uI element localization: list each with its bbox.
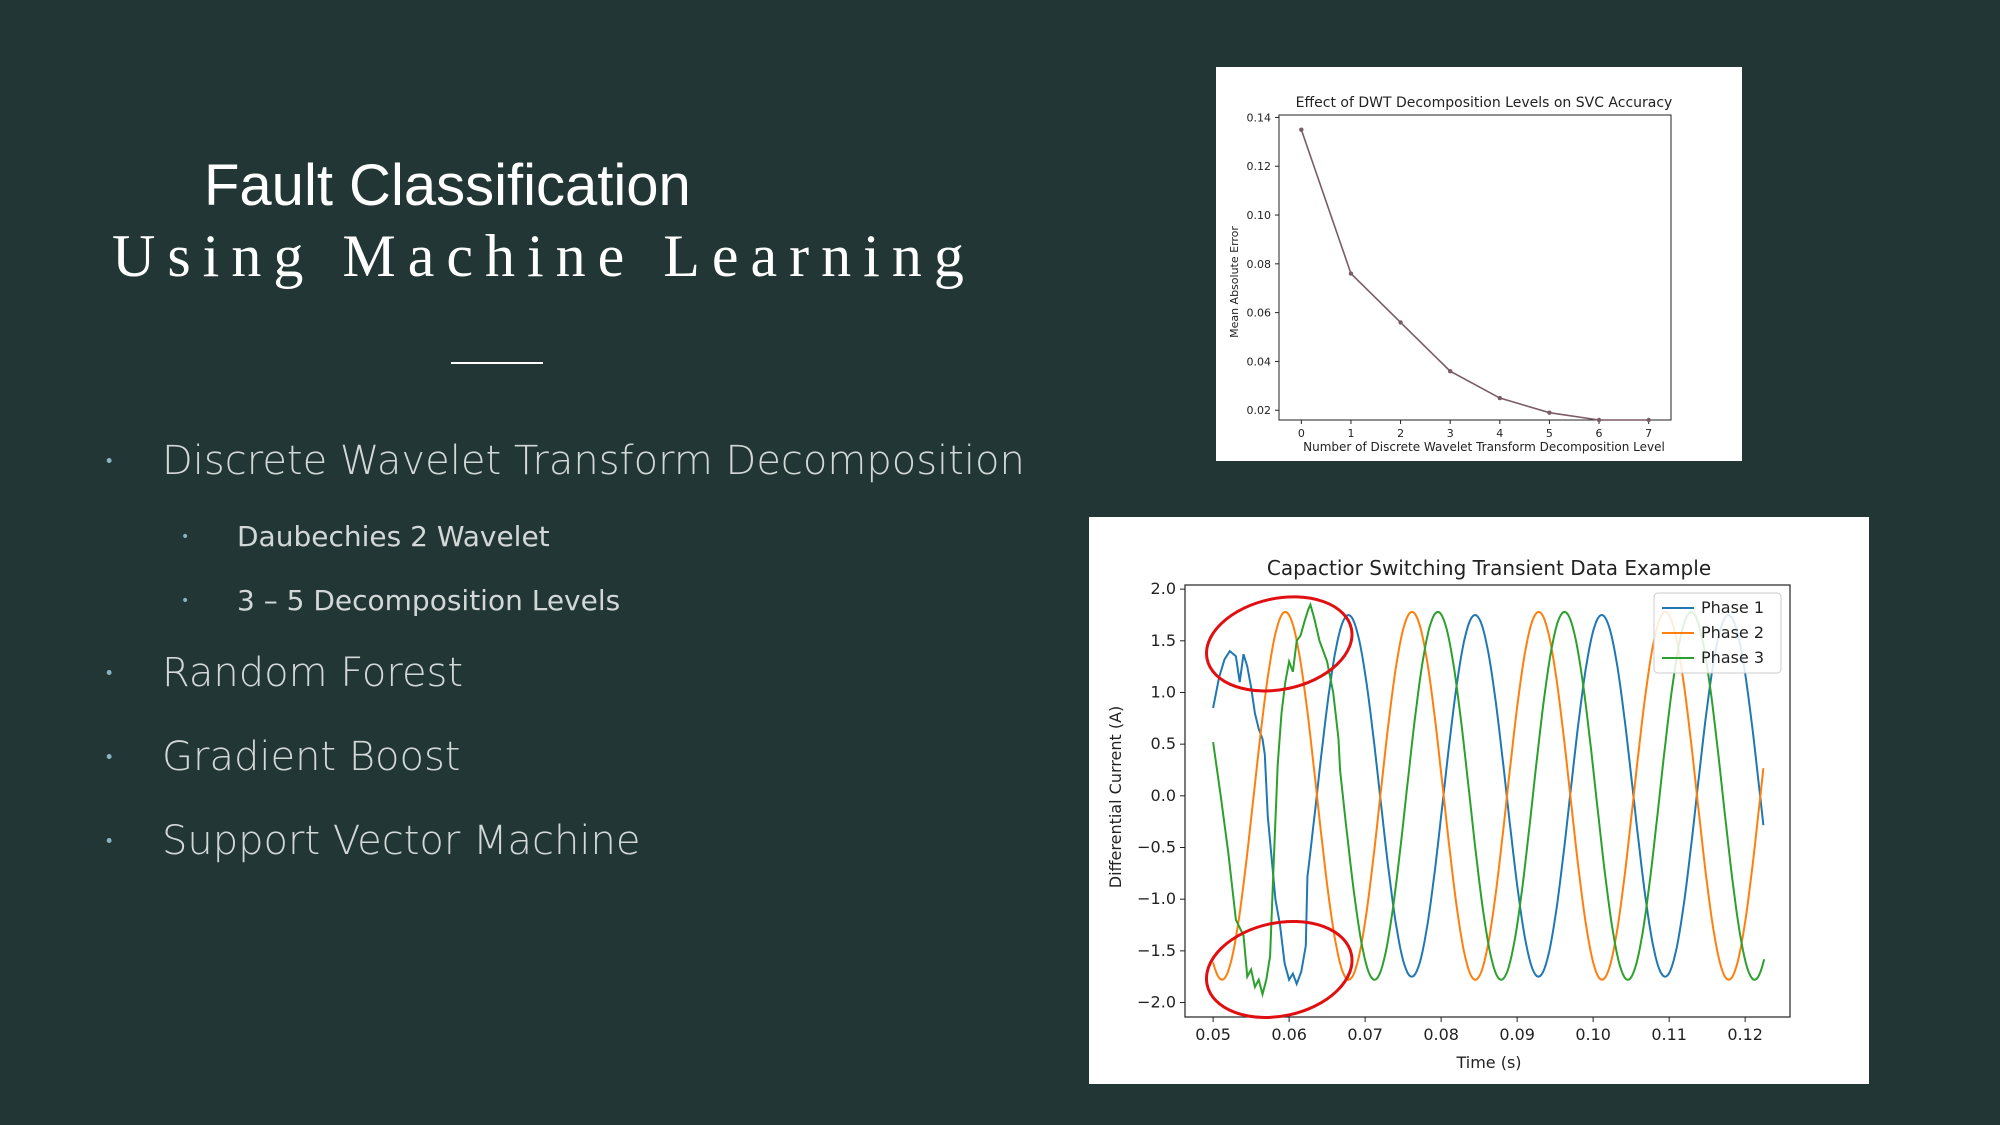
x-tick-label: 0.10: [1575, 1025, 1611, 1044]
mae-data-point: [1497, 395, 1503, 401]
x-tick-label: 0.06: [1271, 1025, 1307, 1044]
mae-data-point: [1596, 417, 1602, 423]
highlight-ellipse: [1204, 919, 1354, 1019]
bullet-dot-icon: •: [106, 450, 113, 472]
slide-subtitle: Using Machine Learning: [112, 223, 976, 289]
chart-title: Effect of DWT Decomposition Levels on SV…: [1296, 95, 1673, 111]
bullet-item: • Support Vector Machine: [106, 818, 641, 864]
y-axis-label: Differential Current (A): [1106, 706, 1125, 889]
y-tick-label: 1.5: [1151, 631, 1176, 650]
mae-data-point: [1646, 417, 1651, 423]
x-axis-label: Time (s): [1455, 1053, 1521, 1072]
mae-line-chart: Effect of DWT Decomposition Levels on SV…: [1228, 95, 1673, 454]
y-tick-label: −0.5: [1137, 838, 1176, 857]
mae-data-point: [1547, 410, 1552, 415]
highlight-ellipse: [1205, 595, 1354, 693]
x-tick-label: 0.08: [1423, 1025, 1459, 1044]
legend: Phase 1 Phase 2 Phase 3: [1653, 592, 1782, 674]
y-tick-label: 0.08: [1247, 258, 1272, 271]
y-tick-label: 0.0: [1151, 786, 1176, 805]
bullet-dot-icon: •: [181, 592, 190, 609]
mae-data-point: [1348, 271, 1354, 276]
series-line-phase-1: [1212, 613, 1765, 987]
bullet-dot-icon: •: [106, 662, 113, 684]
y-tick-label: 0.10: [1247, 209, 1272, 222]
x-tick-label: 0.05: [1195, 1025, 1231, 1044]
bullet-dot-icon: •: [106, 830, 113, 852]
bullet-text: Gradient Boost: [162, 734, 461, 780]
legend-label-phase-3: Phase 3: [1701, 648, 1764, 667]
x-tick-label: 0: [1298, 427, 1305, 440]
bullet-dot-icon: •: [181, 528, 190, 545]
bullet-dot-icon: •: [106, 746, 113, 768]
bullet-text: Random Forest: [162, 650, 464, 696]
y-tick-label: −1.5: [1137, 941, 1176, 960]
bullet-item: • Gradient Boost: [106, 734, 461, 780]
y-tick-label: −2.0: [1137, 993, 1176, 1012]
x-tick-label: 3: [1447, 427, 1454, 440]
y-tick-label: 0.14: [1247, 111, 1272, 124]
bullet-text: 3 – 5 Decomposition Levels: [237, 584, 621, 617]
plot-frame: [1278, 114, 1672, 421]
x-tick-label: 0.12: [1727, 1025, 1763, 1044]
x-tick-label: 0.07: [1347, 1025, 1383, 1044]
x-tick-label: 2: [1397, 427, 1404, 440]
transient-line-chart: Capactior Switching Transient Data Examp…: [1106, 556, 1791, 1072]
bullet-text: Support Vector Machine: [162, 818, 641, 864]
y-tick-label: 1.0: [1151, 682, 1176, 701]
mae-data-point: [1299, 127, 1304, 132]
y-tick-label: 2.0: [1151, 579, 1176, 598]
y-tick-label: −1.0: [1137, 889, 1176, 908]
chart-title: Capactior Switching Transient Data Examp…: [1267, 556, 1711, 580]
y-tick-label: 0.5: [1151, 734, 1176, 753]
mae-data-point: [1398, 320, 1403, 325]
y-axis-label: Mean Absolute Error: [1228, 226, 1241, 338]
x-tick-label: 6: [1596, 427, 1603, 440]
legend-label-phase-1: Phase 1: [1701, 598, 1764, 617]
x-tick-label: 5: [1546, 427, 1553, 440]
slide-title: Fault Classification: [204, 153, 691, 218]
legend-box: [1653, 592, 1782, 674]
transient-chart-panel: Capactior Switching Transient Data Examp…: [1089, 517, 1869, 1084]
plot-frame: [1184, 584, 1791, 1018]
x-tick-label: 4: [1496, 427, 1503, 440]
bullet-text: Discrete Wavelet Transform Decomposition: [162, 438, 1025, 484]
sub-bullet-item: • Daubechies 2 Wavelet: [181, 520, 550, 553]
mae-chart-panel: Effect of DWT Decomposition Levels on SV…: [1216, 67, 1742, 461]
x-tick-label: 0.11: [1651, 1025, 1687, 1044]
mae-data-point: [1447, 369, 1453, 374]
bullet-item: • Discrete Wavelet Transform Decompositi…: [106, 438, 1025, 484]
y-tick-label: 0.12: [1247, 160, 1272, 173]
x-tick-label: 1: [1347, 427, 1354, 440]
bullet-item: • Random Forest: [106, 650, 464, 696]
mae-series-line: [1300, 129, 1649, 421]
legend-label-phase-2: Phase 2: [1701, 623, 1764, 642]
x-tick-label: 7: [1645, 427, 1652, 440]
bullet-text: Daubechies 2 Wavelet: [237, 520, 550, 553]
title-divider: [451, 362, 543, 364]
x-axis-label: Number of Discrete Wavelet Transform Dec…: [1303, 440, 1665, 454]
y-tick-label: 0.06: [1247, 307, 1272, 320]
sub-bullet-item: • 3 – 5 Decomposition Levels: [181, 584, 621, 617]
y-tick-label: 0.02: [1247, 404, 1272, 417]
x-tick-label: 0.09: [1499, 1025, 1535, 1044]
y-tick-label: 0.04: [1247, 355, 1272, 368]
